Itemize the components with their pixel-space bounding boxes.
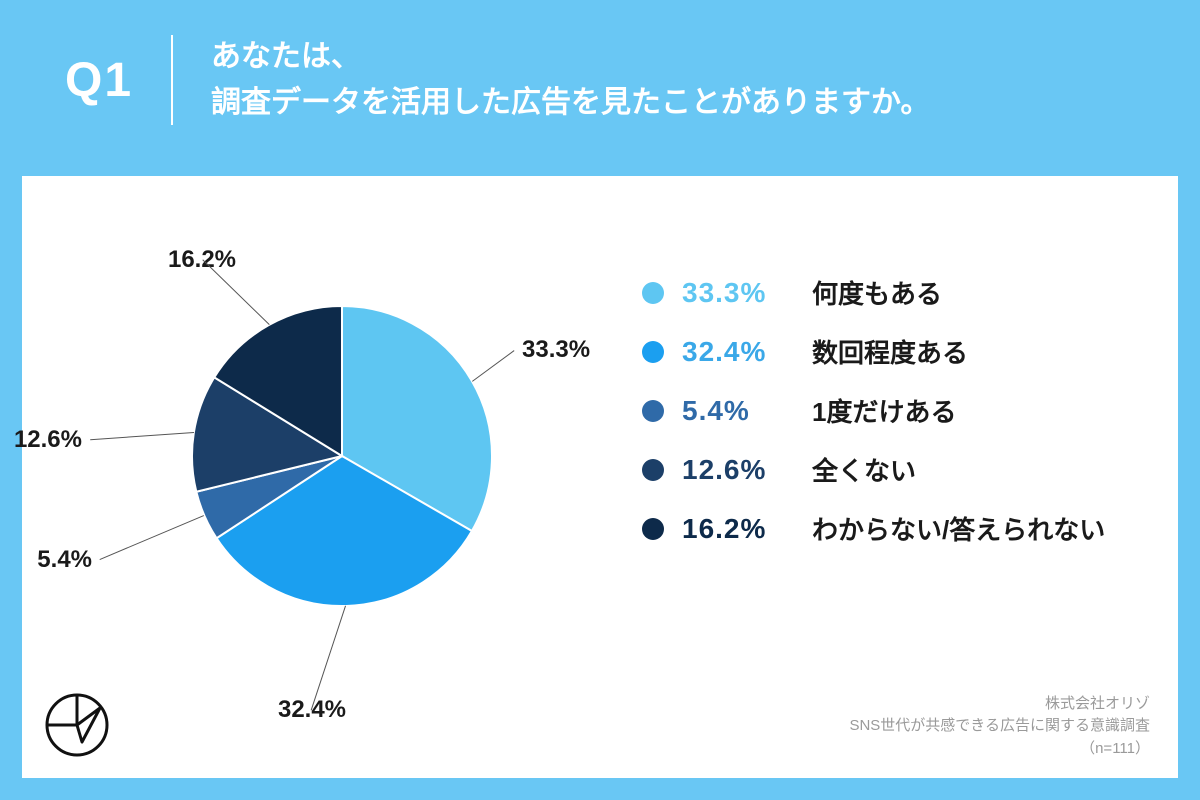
legend-row: 16.2%わからない/答えられない [642,510,1162,547]
question-text: あなたは、 調査データを活用した広告を見たことがありますか。 [211,34,930,127]
pie-slice-label: 32.4% [278,696,346,724]
legend-row: 12.6%全くない [642,451,1162,488]
company-logo-icon [42,690,112,760]
legend: 33.3%何度もある32.4%数回程度ある5.4%1度だけある12.6%全くない… [642,274,1162,569]
legend-swatch-icon [642,459,664,481]
legend-swatch-icon [642,341,664,363]
leader-line [100,515,205,560]
question-line-2: 調査データを活用した広告を見たことがありますか。 [211,80,930,127]
footer-line-1: 株式会社オリゾ [849,693,1150,716]
legend-percent: 32.4% [682,336,812,368]
pie-slice-label: 5.4% [37,546,92,574]
pie-chart-area: 33.3%32.4%5.4%12.6%16.2% [102,216,582,736]
legend-percent: 12.6% [682,454,812,486]
legend-label: 全くない [812,451,916,488]
header-divider [171,35,173,125]
content-panel: 33.3%32.4%5.4%12.6%16.2% 33.3%何度もある32.4%… [22,176,1178,778]
legend-percent: 33.3% [682,277,812,309]
legend-swatch-icon [642,518,664,540]
legend-label: わからない/答えられない [812,510,1105,547]
pie-chart [192,306,492,606]
page-root: Q1 あなたは、 調査データを活用した広告を見たことがありますか。 33.3%3… [0,0,1200,800]
pie-slice-label: 12.6% [14,426,82,454]
legend-swatch-icon [642,282,664,304]
footer-credit: 株式会社オリゾ SNS世代が共感できる広告に関する意識調査 （n=111） [849,693,1150,761]
question-header: Q1 あなたは、 調査データを活用した広告を見たことがありますか。 [0,0,1200,160]
footer-line-2: SNS世代が共感できる広告に関する意識調査 [849,715,1150,738]
legend-row: 33.3%何度もある [642,274,1162,311]
legend-percent: 5.4% [682,395,812,427]
legend-label: 数回程度ある [812,333,968,370]
leader-line [90,432,194,440]
legend-percent: 16.2% [682,513,812,545]
question-line-1: あなたは、 [211,34,930,81]
legend-swatch-icon [642,400,664,422]
legend-row: 32.4%数回程度ある [642,333,1162,370]
footer-line-3: （n=111） [849,738,1150,761]
question-number: Q1 [65,53,171,108]
legend-label: 何度もある [812,274,942,311]
legend-label: 1度だけある [812,392,956,429]
legend-row: 5.4%1度だけある [642,392,1162,429]
leader-line [311,606,346,710]
pie-slice-label: 33.3% [522,336,590,364]
